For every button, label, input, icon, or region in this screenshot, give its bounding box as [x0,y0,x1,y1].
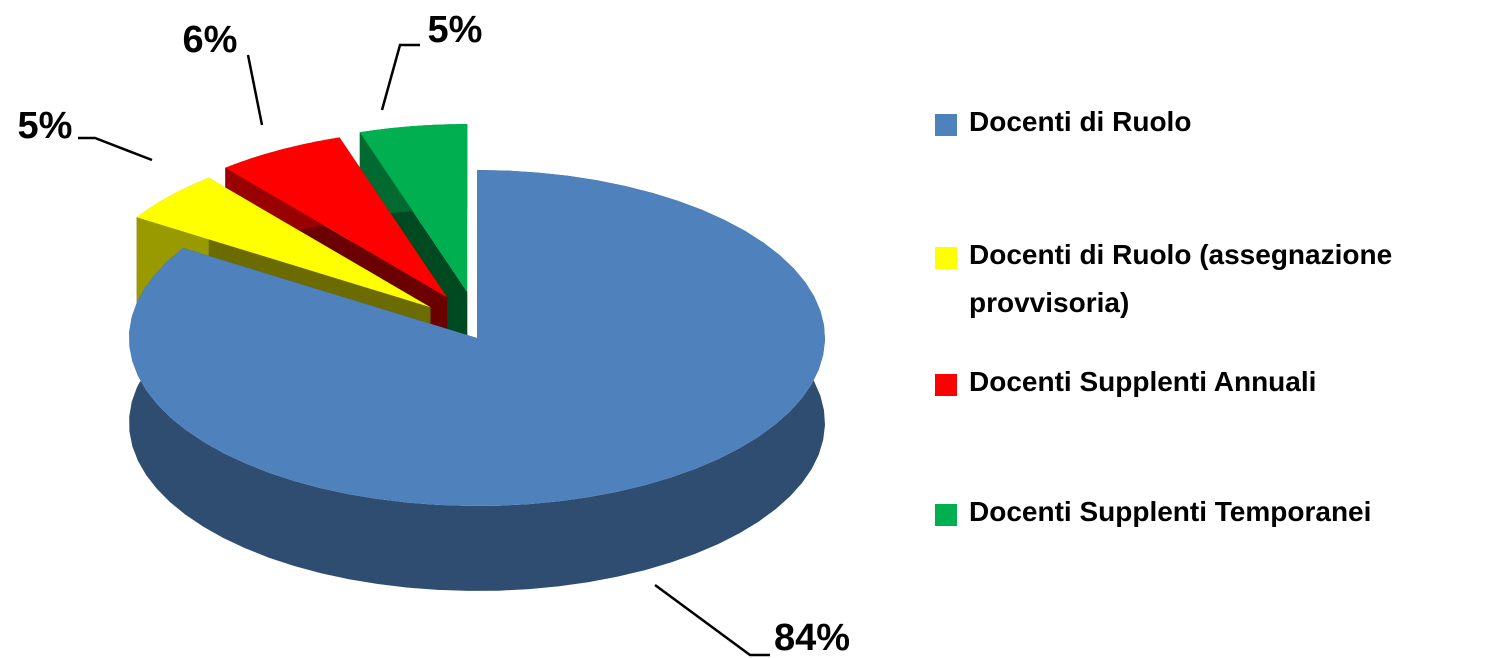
legend-swatch [935,374,957,396]
legend-item: Docenti di Ruolo (assegnazione provvisor… [935,239,1489,327]
slice [225,137,448,298]
legend-label: Docenti di Ruolo [969,106,1192,137]
slice [359,124,468,293]
legend-swatch [935,247,957,269]
leader-line [78,136,153,162]
leader-line [380,43,420,111]
data-label: 5% [18,105,73,147]
leader-line [654,583,770,657]
legend-item: Docenti Supplenti Annuali [935,366,1489,406]
data-label: 6% [183,19,238,61]
data-label: 84% [774,617,850,658]
legend-label: Docenti di Ruolo (assegnazione provvisor… [969,239,1393,318]
data-label: 5% [428,9,483,51]
slice [129,170,825,506]
legend-swatch [935,504,957,526]
legend-item: Docenti Supplenti Temporanei [935,496,1489,536]
legend-label: Docenti Supplenti Annuali [969,366,1317,397]
slice [136,177,431,308]
legend-swatch [935,114,957,136]
legend-label: Docenti Supplenti Temporanei [969,496,1372,527]
legend-item: Docenti di Ruolo [935,106,1489,146]
leader-line [246,54,264,126]
